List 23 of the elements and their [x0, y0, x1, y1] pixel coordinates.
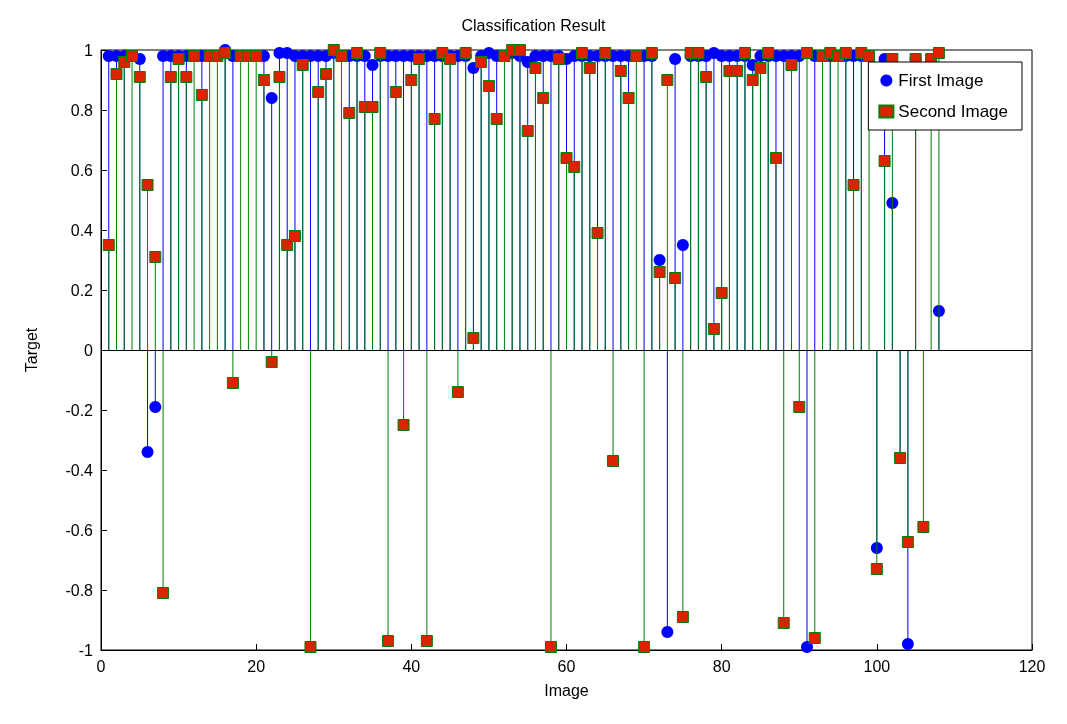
y-tick-label: 0.8 [70, 101, 94, 119]
y-tick-label: 0.6 [70, 161, 94, 179]
y-tick-label: 0.4 [70, 221, 94, 239]
y-tick-label: 1 [84, 41, 94, 59]
x-axis-title: Image [544, 681, 589, 699]
y-tick-label: -0.6 [65, 521, 94, 539]
legend-label: Second Image [898, 102, 1009, 121]
x-tick-label: 120 [1018, 657, 1046, 675]
x-tick-label: 100 [863, 657, 891, 675]
x-tick-label: 80 [712, 657, 731, 675]
y-tick-label: -0.2 [65, 401, 94, 419]
y-tick-label: -0.8 [65, 581, 94, 599]
x-tick-label: 20 [247, 657, 266, 675]
y-tick-label: -0.4 [65, 461, 94, 479]
x-tick-label: 60 [557, 657, 576, 675]
chart-title: Classification Result [461, 16, 607, 34]
y-tick-label: -1 [78, 641, 94, 659]
x-tick-label: 0 [96, 657, 106, 675]
x-tick-label: 40 [402, 657, 421, 675]
y-tick-label: 0.2 [70, 281, 94, 299]
y-axis-title: Target [22, 327, 40, 373]
legend-label: First Image [898, 71, 984, 90]
y-tick-label: 0 [84, 341, 94, 359]
